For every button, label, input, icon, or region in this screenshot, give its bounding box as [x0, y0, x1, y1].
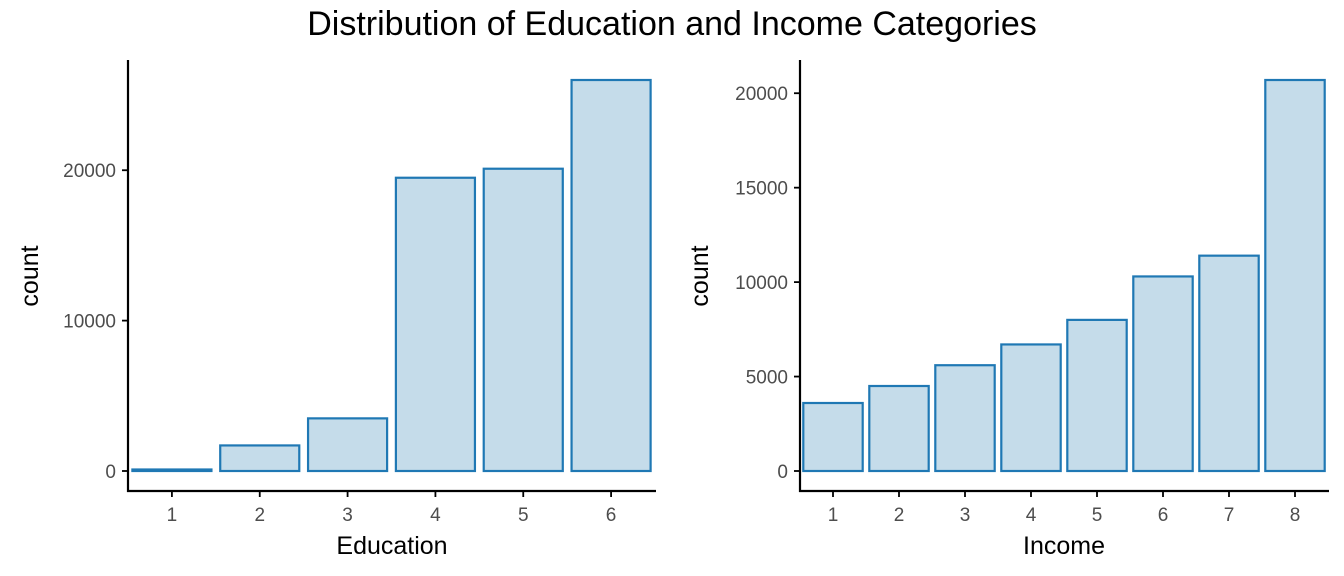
bar-6: [1132, 275, 1194, 473]
bar-2: [868, 384, 930, 473]
bar-7: [1198, 254, 1260, 473]
bar-1: [802, 401, 864, 473]
bar-4: [394, 176, 477, 473]
bar-5: [1066, 318, 1128, 473]
x-tick-label: 3: [342, 505, 353, 526]
y-tick-label: 15000: [735, 179, 788, 200]
bar-1: [131, 468, 213, 473]
y-tick-label: 0: [105, 462, 116, 483]
x-axis-title: Income: [1023, 532, 1105, 560]
income-panel: 1 2 3 4 5 6 7 8 0 5000 10000 15000 20000 Income count: [686, 60, 1329, 560]
y-tick-label: 20000: [735, 84, 788, 105]
x-tick-label: 8: [1290, 505, 1301, 526]
bar-3: [306, 417, 389, 473]
bar-8: [1264, 78, 1326, 473]
x-tick-label: 5: [518, 505, 529, 526]
x-tick-label: 2: [254, 505, 265, 526]
x-tick-label: 3: [960, 505, 971, 526]
x-tick-label: 1: [828, 505, 839, 526]
chart-title: Distribution of Education and Income Cat…: [307, 5, 1037, 43]
x-tick-label: 6: [1158, 505, 1169, 526]
y-tick-label: 5000: [746, 368, 788, 389]
x-tick-label: 6: [606, 505, 617, 526]
y-tick-label: 10000: [735, 273, 788, 294]
education-panel: 1 2 3 4 5 6 0 10000 20000 Education count: [16, 60, 656, 560]
x-tick-label: 4: [1026, 505, 1037, 526]
bar-2: [219, 444, 301, 473]
y-axis-title: count: [16, 245, 44, 306]
y-tick-label: 0: [777, 462, 788, 483]
x-tick-label: 5: [1092, 505, 1103, 526]
x-tick-label: 7: [1224, 505, 1235, 526]
x-axis-title: Education: [336, 532, 447, 560]
bar-5: [482, 167, 564, 473]
bar-4: [1000, 343, 1062, 473]
y-axis-title: count: [686, 245, 714, 306]
bar-6: [570, 78, 652, 473]
y-tick-label: 20000: [63, 161, 116, 182]
x-tick-label: 1: [167, 505, 178, 526]
x-tick-label: 4: [430, 505, 441, 526]
y-tick-label: 10000: [63, 312, 116, 333]
bar-3: [934, 364, 996, 473]
x-tick-label: 2: [894, 505, 905, 526]
